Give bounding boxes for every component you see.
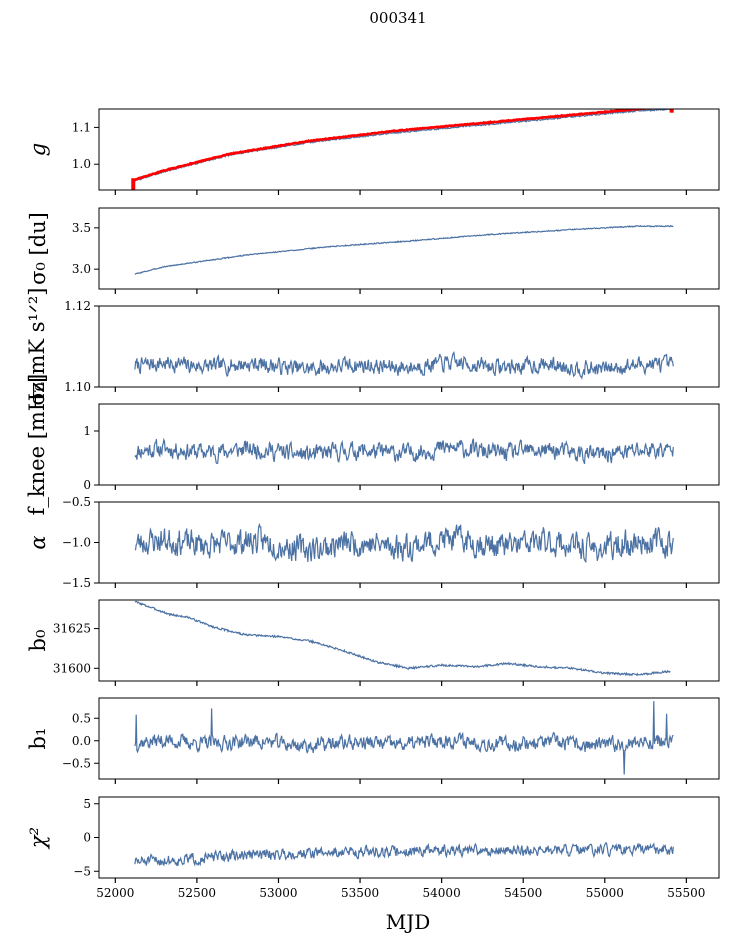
y-tick-label: 1.12 [64, 299, 91, 313]
axes-frame [98, 697, 720, 780]
series-sigma0-du [134, 224, 674, 275]
y-axis-label: b₀ [26, 630, 50, 652]
y-axis-label: σ₀[mK s¹ᐟ²] [25, 288, 49, 406]
y-tick-label: 0.0 [72, 734, 91, 748]
axes-frame [98, 796, 720, 879]
y-tick-label: 1 [83, 424, 91, 438]
x-axis-label: MJD [386, 910, 431, 934]
y-axis-label: χ² [26, 827, 50, 850]
y-tick-label: −1.5 [62, 576, 91, 590]
axes-frame [98, 403, 720, 486]
y-tick-label: −0.5 [62, 756, 91, 770]
series-chi2 [134, 841, 674, 867]
y-axis-label: g [26, 143, 50, 156]
y-tick-label: 3.5 [72, 221, 91, 235]
x-tick-label: 54500 [504, 886, 542, 900]
y-tick-label: 31600 [53, 661, 91, 675]
y-tick-label: 5 [83, 797, 91, 811]
series-b1 [134, 701, 674, 775]
y-tick-label: −1.0 [62, 536, 91, 550]
axes-frame [98, 108, 720, 191]
figure-title: 000341 [369, 9, 426, 27]
y-tick-label: −5 [73, 864, 91, 878]
x-tick-label: 52000 [96, 886, 134, 900]
panel-5: −1.5 −1.0 −0.5 α [26, 495, 720, 590]
y-axis-label: σ₀ [du] [26, 212, 50, 285]
y-tick-label: 1.10 [64, 380, 91, 394]
series-b0 [134, 600, 671, 677]
series-gain [134, 109, 674, 182]
x-tick-label: 55500 [667, 886, 705, 900]
axes-frame [98, 599, 720, 682]
y-tick-label: 0 [83, 478, 91, 492]
y-tick-label: 1.0 [72, 157, 91, 171]
x-tick-label: 52500 [178, 886, 216, 900]
y-tick-label: −0.5 [62, 495, 91, 509]
series-fknee [134, 437, 674, 465]
y-axis-label: f_knee [mHz] [25, 374, 49, 516]
panel-3: 1.10 1.12 σ₀[mK s¹ᐟ²] [25, 288, 720, 406]
panel-4: 0 1 f_knee [mHz] [25, 374, 720, 516]
x-tick-label: 54000 [423, 886, 461, 900]
panel-2: 3.0 3.5 σ₀ [du] [26, 207, 720, 294]
panel-1: 1.0 1.1 g [26, 108, 720, 195]
x-tick-label: 53000 [259, 886, 297, 900]
x-tick-label: 53500 [341, 886, 379, 900]
axes-frame [98, 305, 720, 388]
series-sigma0-mK [134, 350, 674, 380]
y-tick-label: 1.1 [72, 120, 91, 134]
axes-frame [98, 207, 720, 290]
y-tick-label: 0.5 [72, 711, 91, 725]
series-gain-model [134, 109, 667, 182]
panel-7: −0.5 0.0 0.5 b₁ [26, 697, 720, 784]
x-tick-label: 55000 [586, 886, 624, 900]
y-axis-label: α [26, 535, 50, 549]
series-alpha [134, 522, 674, 563]
panel-8: −5 0 5 52000 52500 53000 53500 54000 54500 55000 5… [26, 796, 720, 900]
y-tick-label: 0 [83, 831, 91, 845]
y-axis-label: b₁ [26, 728, 50, 750]
y-tick-label: 31625 [53, 622, 91, 636]
y-tick-label: 3.0 [72, 262, 91, 276]
